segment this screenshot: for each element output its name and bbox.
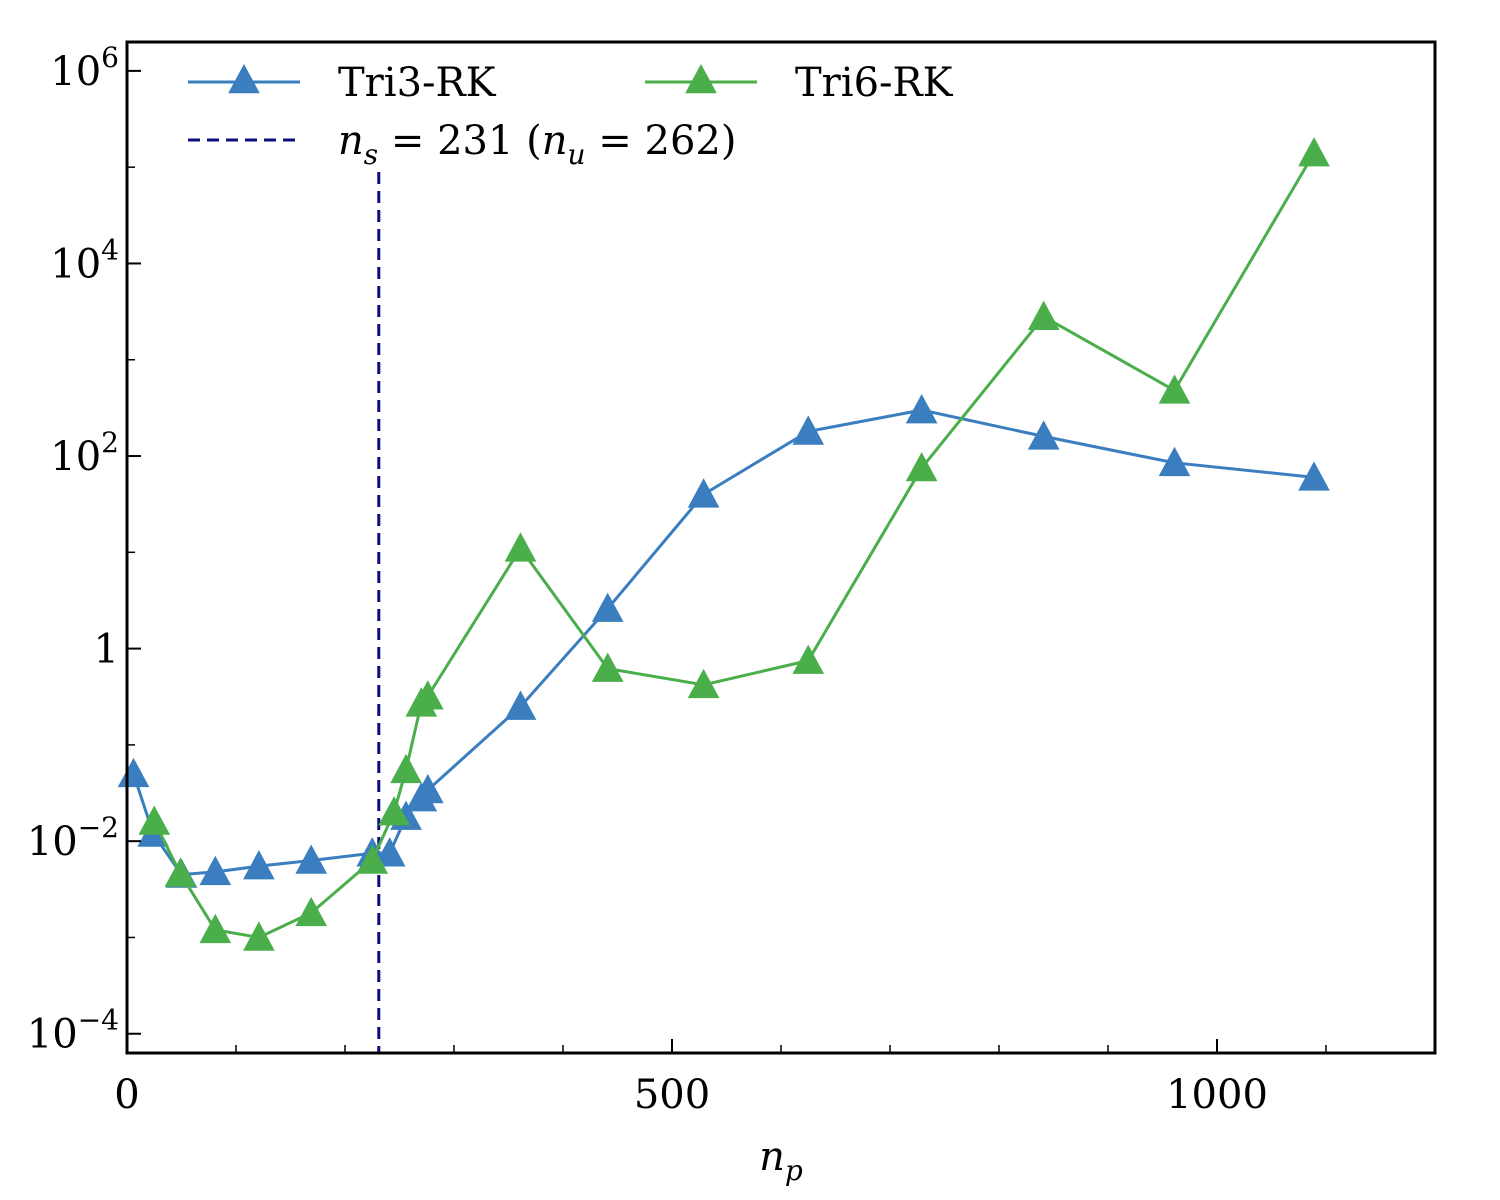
series-line: [132, 408, 1315, 877]
series-line: [152, 152, 1316, 940]
y-tick-label: 102: [50, 426, 119, 480]
series-tri3-rk: [117, 394, 1330, 888]
data-point: [792, 644, 825, 674]
data-point: [905, 452, 938, 482]
data-point: [356, 844, 389, 874]
data-point: [687, 668, 720, 699]
data-point: [117, 757, 150, 788]
x-tick-label: 1000: [1166, 1072, 1268, 1118]
y-tick-label: 10−2: [27, 811, 119, 865]
x-axis-label: np: [759, 1134, 803, 1187]
legend-label: Tri6-RK: [795, 60, 954, 106]
data-point: [373, 837, 406, 867]
data-point: [1158, 446, 1191, 477]
legend-vline-label: ns = 231 (nu = 262): [338, 118, 736, 171]
data-point: [243, 850, 275, 880]
data-point: [1158, 374, 1191, 404]
axis-ticks: 0 500 1000 106 104 102 1 10−2 10−4: [27, 41, 1327, 1118]
data-point: [1027, 420, 1060, 450]
data-point: [199, 855, 232, 886]
data-point: [504, 690, 537, 720]
y-tick-label: 106: [50, 41, 119, 95]
data-point: [164, 857, 197, 887]
data-point: [687, 478, 720, 508]
data-point: [412, 680, 444, 710]
data-point: [243, 921, 275, 951]
data-point: [792, 415, 825, 445]
data-point: [390, 753, 422, 784]
data-point: [1027, 300, 1060, 330]
data-point: [1298, 461, 1330, 491]
data-point: [295, 844, 328, 874]
plot-area: [117, 137, 1330, 1053]
data-point: [412, 773, 444, 804]
legend-swatch-marker: [228, 63, 260, 94]
legend-swatch-marker: [685, 63, 717, 94]
x-tick-label: 500: [634, 1072, 710, 1118]
data-point: [504, 532, 537, 562]
data-point: [591, 592, 624, 622]
data-point: [295, 896, 328, 927]
data-point: [378, 796, 410, 826]
series-tri6-rk: [138, 137, 1330, 951]
data-point: [591, 652, 624, 682]
legend-label: Tri3-RK: [338, 60, 497, 106]
data-point: [138, 805, 171, 835]
x-tick-label: 0: [114, 1072, 139, 1118]
y-tick-label: 104: [50, 233, 119, 287]
y-tick-label: 1: [94, 627, 119, 673]
legend: Tri3-RK Tri6-RK ns = 231 (nu = 262): [188, 60, 954, 171]
data-point: [1298, 137, 1330, 167]
data-point: [905, 394, 938, 424]
data-point: [199, 913, 232, 944]
y-tick-label: 10−4: [27, 1004, 119, 1058]
